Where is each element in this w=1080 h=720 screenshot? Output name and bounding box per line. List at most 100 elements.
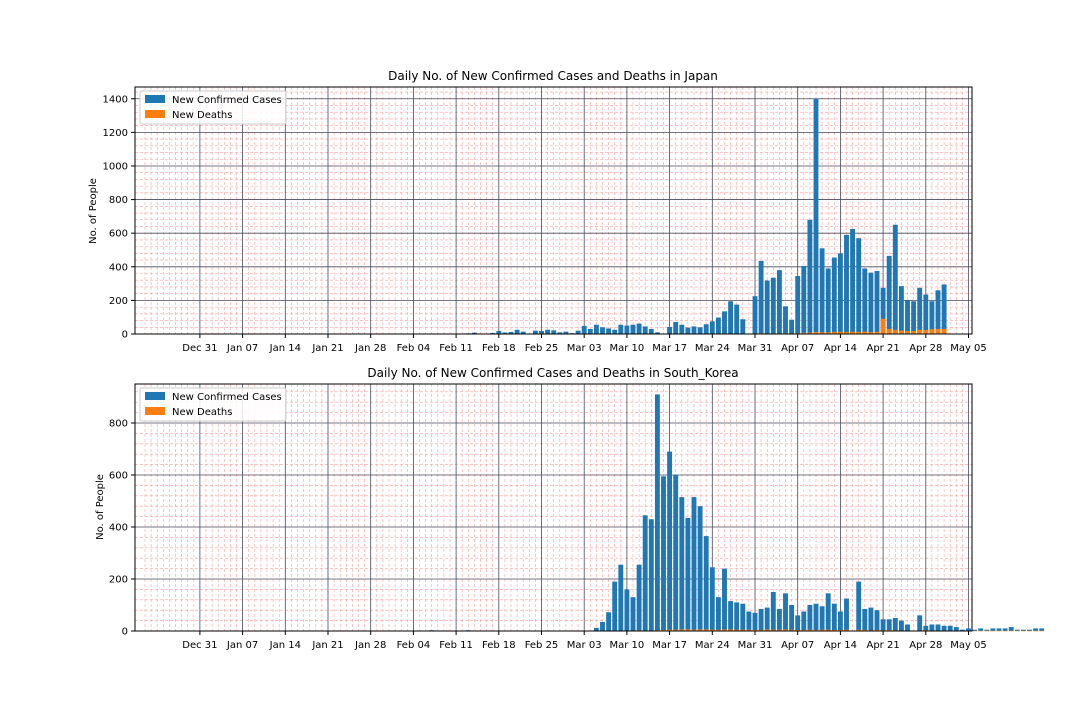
bar-new-confirmed-cases [734, 304, 740, 334]
x-tick-label: Feb 18 [482, 343, 516, 354]
bar-new-confirmed-cases [776, 608, 782, 631]
bar-new-confirmed-cases [685, 517, 691, 631]
bar-new-deaths [801, 629, 807, 631]
bar-new-deaths [813, 331, 819, 334]
x-tick-label: Jan 21 [311, 640, 343, 651]
bar-new-confirmed-cases [539, 330, 544, 334]
x-tick-label: Mar 17 [652, 640, 687, 651]
bar-new-confirmed-cases [520, 331, 526, 334]
bar-new-confirmed-cases [892, 618, 898, 631]
bar-new-deaths [697, 629, 703, 631]
bar-new-confirmed-cases [691, 326, 697, 334]
bar-new-deaths [795, 629, 801, 631]
bar-new-deaths [703, 629, 709, 631]
x-tick-label: Mar 31 [738, 640, 773, 651]
bar-new-confirmed-cases [532, 330, 538, 334]
bar-new-confirmed-cases [880, 287, 886, 334]
bar-new-confirmed-cases [1002, 628, 1008, 631]
bar-new-confirmed-cases [490, 332, 496, 334]
bar-new-confirmed-cases [764, 607, 770, 631]
x-tick-label: Apr 07 [781, 640, 814, 651]
bar-new-confirmed-cases [941, 284, 947, 334]
bar-new-confirmed-cases [972, 629, 978, 631]
ticks: 0 200 400 600 800 Dec 31 Jan 07 Jan 14 Jan 21 Jan… [109, 419, 987, 652]
bar-new-deaths [825, 629, 831, 631]
bar-new-deaths [929, 329, 935, 334]
y-tick-label: 200 [109, 575, 128, 586]
x-tick-label: Dec 31 [182, 640, 217, 651]
x-tick-label: Mar 03 [567, 343, 602, 354]
bar-new-confirmed-cases [1033, 628, 1039, 631]
bar-new-confirmed-cases [819, 248, 825, 334]
bar-new-deaths [831, 629, 837, 631]
bar-new-deaths [1008, 630, 1014, 632]
bar-new-confirmed-cases [990, 628, 996, 631]
bar-new-deaths [728, 629, 734, 631]
bar-new-confirmed-cases [935, 624, 941, 631]
x-tick-label: Apr 28 [909, 343, 942, 354]
bar-new-confirmed-cases [679, 324, 685, 334]
bar-new-deaths [850, 331, 856, 334]
bar-new-confirmed-cases [789, 605, 795, 631]
bar-new-confirmed-cases [587, 328, 593, 334]
bar-new-confirmed-cases [923, 294, 929, 334]
bar-new-confirmed-cases [807, 605, 813, 631]
y-tick-label: 200 [109, 296, 128, 307]
bar-new-deaths [1033, 630, 1039, 632]
bar-new-confirmed-cases [612, 581, 618, 631]
bar-new-confirmed-cases [801, 611, 807, 631]
bar-new-deaths [996, 630, 1002, 632]
bar-new-confirmed-cases [868, 272, 874, 334]
bar-new-confirmed-cases [844, 234, 849, 334]
bar-new-confirmed-cases [624, 589, 630, 631]
bar-new-confirmed-cases [600, 327, 605, 334]
bar-new-deaths [667, 629, 673, 631]
bar-new-deaths [758, 629, 764, 631]
bar-new-confirmed-cases [612, 329, 618, 334]
bar-new-confirmed-cases [856, 238, 862, 334]
bar-new-confirmed-cases [758, 260, 764, 334]
y-tick-label: 1000 [103, 161, 128, 172]
bar-new-deaths [764, 629, 770, 631]
x-tick-label: Jan 28 [354, 640, 386, 651]
legend-label-cases: New Confirmed Cases [172, 392, 282, 403]
bar-new-deaths [715, 629, 721, 631]
y-axis-label: No. of People [95, 474, 106, 540]
bar-new-confirmed-cases [514, 329, 520, 334]
bar-new-confirmed-cases [752, 612, 758, 631]
x-tick-label: Jan 21 [311, 343, 343, 354]
bar-new-confirmed-cases [697, 327, 703, 334]
bar-new-deaths [752, 629, 758, 631]
bar-new-confirmed-cases [630, 324, 636, 334]
bar-new-confirmed-cases [953, 627, 959, 631]
bar-new-deaths [911, 330, 917, 334]
bar-new-confirmed-cases [941, 625, 947, 631]
bar-new-confirmed-cases [575, 330, 581, 334]
y-axis-label: No. of People [88, 178, 99, 244]
bar-new-deaths [905, 330, 910, 334]
bar-new-deaths [868, 332, 874, 334]
x-tick-label: Jan 28 [354, 343, 386, 354]
bar-new-deaths [984, 630, 990, 632]
bar-new-confirmed-cases [874, 270, 880, 334]
x-tick-label: Feb 04 [397, 640, 431, 651]
bar-new-confirmed-cases [917, 287, 923, 334]
legend-label-deaths: New Deaths [172, 407, 232, 418]
bar-new-deaths [722, 629, 727, 631]
bar-new-confirmed-cases [648, 328, 654, 334]
bar-new-deaths [856, 331, 862, 334]
bar-new-deaths [880, 318, 886, 334]
bar-new-confirmed-cases [618, 564, 624, 631]
x-tick-label: Dec 31 [182, 343, 217, 354]
bar-new-confirmed-cases [1039, 628, 1045, 631]
bar-new-confirmed-cases [636, 564, 642, 631]
bar-new-confirmed-cases [654, 332, 660, 334]
bar-new-confirmed-cases [496, 330, 502, 334]
x-tick-label: Jan 07 [226, 640, 258, 651]
x-tick-label: Feb 25 [525, 640, 559, 651]
y-tick-label: 0 [122, 330, 128, 341]
bar-new-confirmed-cases [642, 515, 648, 631]
bar-new-confirmed-cases [1014, 629, 1020, 631]
x-tick-label: Feb 25 [525, 343, 559, 354]
bar-new-confirmed-cases [825, 593, 831, 631]
